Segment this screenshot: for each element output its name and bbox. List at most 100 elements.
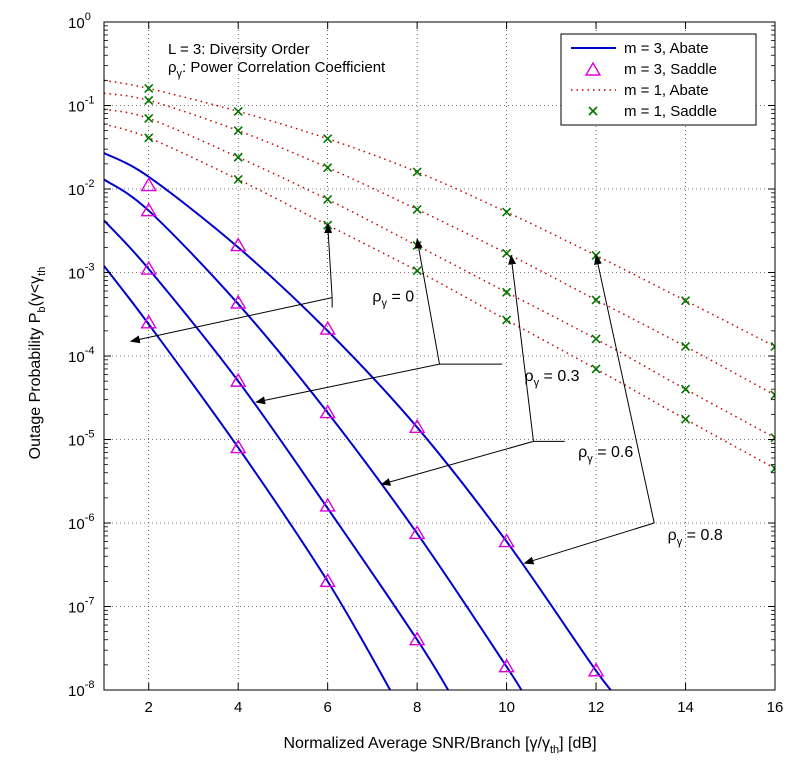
annotations: ργ = 0 ργ = 0.3 ργ = 0.6 ργ = 0.8 [129,223,723,565]
marker-m3-saddle [140,202,157,217]
marker-m1-saddle [144,95,154,105]
annotation-arrow [508,254,534,442]
marker-m1-saddle [591,364,601,374]
annotation-arrow [324,223,333,298]
marker-m1-saddle [680,384,691,394]
y-tick-label: 10-7 [68,596,94,617]
marker-m1-saddle [323,134,333,144]
marker-m1-saddle [144,83,154,94]
y-tick-label: 10-3 [68,262,94,283]
note-rest: : Power Correlation Coefficient [182,59,386,76]
series-layer [104,79,775,690]
annotation-arrow [255,363,440,405]
marker-m1-saddle [502,207,512,217]
marker-m3-saddle [408,631,426,646]
marker-m3-saddle [229,294,247,309]
x-tick-label: 10 [498,699,515,716]
line-m1-abate [104,92,775,396]
note-rho-sub: γ [177,68,183,80]
axes: 2 4 6 8 10 12 14 16 100 10-1 10-2 10-3 10-4 10-5 10-6 1… [68,11,783,716]
marker-m3-saddle [319,320,336,335]
legend-label-m1-saddle: m = 1, Saddle [624,103,717,120]
marker-m1-saddle [591,334,601,344]
legend-swatch-m1-saddle [588,106,598,116]
annotation-arrow [380,440,534,486]
annotation-rho-label: ργ = 0.8 [668,527,723,548]
line-m3-abate [104,178,523,690]
marker-m3-saddle [319,572,336,588]
x-tick-label: 16 [767,699,784,716]
marker-m3-saddle [498,658,515,673]
y-tick-label: 10-6 [68,512,94,533]
x-tick-label: 14 [677,699,694,716]
marker-m3-saddle [587,662,605,677]
marker-m3-saddle [140,260,157,275]
marker-m3-saddle [140,314,157,329]
marker-m1-saddle [502,315,512,325]
marker-m3-saddle [498,533,515,548]
legend-swatch-m3-saddle [584,61,602,76]
marker-m3-saddle [229,372,247,387]
legend-label-m3-saddle: m = 3, Saddle [624,61,717,78]
y-axis-label: Outage Probability Pb(γ<γth [27,267,48,460]
note-line-1: L = 3: Diversity Order [168,41,310,58]
marker-m1-saddle [144,133,154,143]
marker-m3-saddle [229,237,247,252]
marker-m1-saddle [770,463,775,474]
annotation-arrow [594,254,655,524]
marker-m3-saddle [408,525,426,540]
annotation-arrow [129,297,333,344]
y-tick-label: 10-1 [68,95,94,116]
marker-m1-saddle [770,341,775,352]
marker-m1-saddle [591,295,601,305]
y-tick-label: 10-8 [68,679,94,700]
marker-m3-saddle [319,404,336,419]
x-tick-label: 2 [145,699,153,716]
note-line-2: ργ: Power Correlation Coefficient [168,59,386,80]
line-m3-abate [104,152,612,690]
line-m1-abate [104,123,775,470]
line-m3-abate [104,265,392,690]
marker-m3-saddle [140,177,157,192]
marker-m3-saddle [408,418,426,433]
marker-m1-saddle [680,414,691,424]
marker-m1-saddle [233,174,243,185]
line-m3-abate [104,219,450,690]
marker-m1-saddle [412,167,422,177]
annotation-rho-label: ργ = 0.3 [524,368,579,389]
legend-label-m3-abate: m = 3, Abate [624,40,709,57]
legend: m = 3, Abate m = 3, Saddle m = 1, Abate … [560,33,757,126]
y-tick-label: 10-2 [68,178,94,199]
line-m1-abate [104,79,775,348]
marker-m1-saddle [680,296,691,306]
marker-m1-saddle [323,194,333,204]
legend-label-m1-abate: m = 1, Abate [624,82,709,99]
marker-m1-saddle [770,433,775,443]
annotation-arrow [523,522,655,565]
marker-m1-saddle [680,341,691,352]
y-tick-label: 10-4 [68,345,94,366]
marker-m1-saddle [412,266,422,276]
marker-m1-saddle [233,106,243,116]
annotation-rho-label: ργ = 0.6 [578,444,633,465]
marker-m1-saddle [770,390,775,400]
x-tick-label: 4 [234,699,242,716]
marker-m1-saddle [144,113,154,123]
x-axis-label: Normalized Average SNR/Branch [γ/γth] [d… [283,735,596,756]
marker-m1-saddle [502,287,512,297]
line-m1-abate [104,108,775,439]
note-rho: ρ [168,59,177,76]
marker-m3-saddle [229,439,247,454]
y-tick-label: 100 [68,11,91,32]
y-tick-label: 10-5 [68,429,94,450]
marker-m1-saddle [233,152,243,162]
x-tick-label: 12 [588,699,605,716]
x-tick-label: 6 [323,699,331,716]
grid [104,22,775,690]
annotation-rho-label: ργ = 0 [372,288,414,309]
marker-m3-saddle [319,497,336,512]
x-tick-label: 8 [413,699,421,716]
marker-m1-saddle [323,163,333,173]
marker-m1-saddle [412,204,422,214]
